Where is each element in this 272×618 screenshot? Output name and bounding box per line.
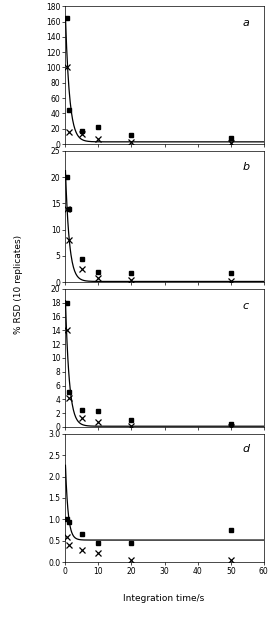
Text: % RSD (10 replicates): % RSD (10 replicates) xyxy=(14,235,23,334)
Text: a: a xyxy=(243,18,249,28)
Text: d: d xyxy=(242,444,249,454)
Text: Integration time/s: Integration time/s xyxy=(123,594,204,603)
Text: b: b xyxy=(242,162,249,172)
Text: c: c xyxy=(243,300,249,310)
